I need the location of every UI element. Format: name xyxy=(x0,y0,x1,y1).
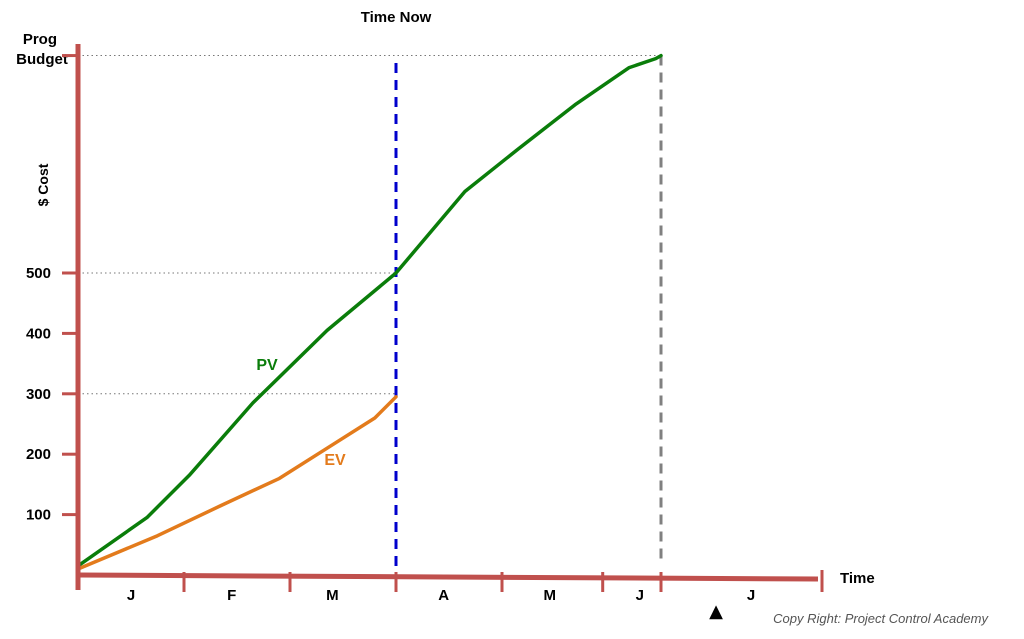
series-labels: PV EV xyxy=(256,357,346,469)
y-top-label-line-1: Prog xyxy=(23,31,57,48)
x-category-label-3: A xyxy=(438,587,449,604)
chart-title: Time Now xyxy=(361,9,432,26)
x-category-label-4: M xyxy=(543,587,556,604)
series-group xyxy=(76,53,663,571)
completion-marker-icon: ▲ xyxy=(709,601,723,622)
y-top-label-line-2: Budget xyxy=(16,51,68,68)
x-category-label-2: M xyxy=(326,587,339,604)
series-label-ev: EV xyxy=(324,452,346,469)
y-tick-label-500: 500 xyxy=(26,265,51,282)
x-axis xyxy=(77,572,819,582)
x-axis-label: Time xyxy=(840,570,875,587)
series-line-pv xyxy=(76,53,663,568)
y-tick-label-100: 100 xyxy=(26,507,51,524)
y-tick-label-300: 300 xyxy=(26,386,51,403)
y-tick-label-200: 200 xyxy=(26,446,51,463)
x-category-label-6: J xyxy=(747,587,755,604)
y-tick-label-400: 400 xyxy=(26,325,51,342)
axes-group xyxy=(75,44,824,590)
copyright-text: Copy Right: Project Control Academy xyxy=(773,611,989,626)
y-ticks: 100 200 300 400 500 xyxy=(26,54,78,524)
x-category-label-1: F xyxy=(227,587,236,604)
x-category-label-5: J xyxy=(636,587,644,604)
x-category-label-0: J xyxy=(127,587,135,604)
y-top-label: Prog Budget xyxy=(16,31,68,68)
series-label-pv: PV xyxy=(256,357,278,374)
vertical-lines xyxy=(394,55,663,575)
y-axis-label: $ Cost xyxy=(35,163,51,206)
series-line-ev xyxy=(76,395,398,571)
